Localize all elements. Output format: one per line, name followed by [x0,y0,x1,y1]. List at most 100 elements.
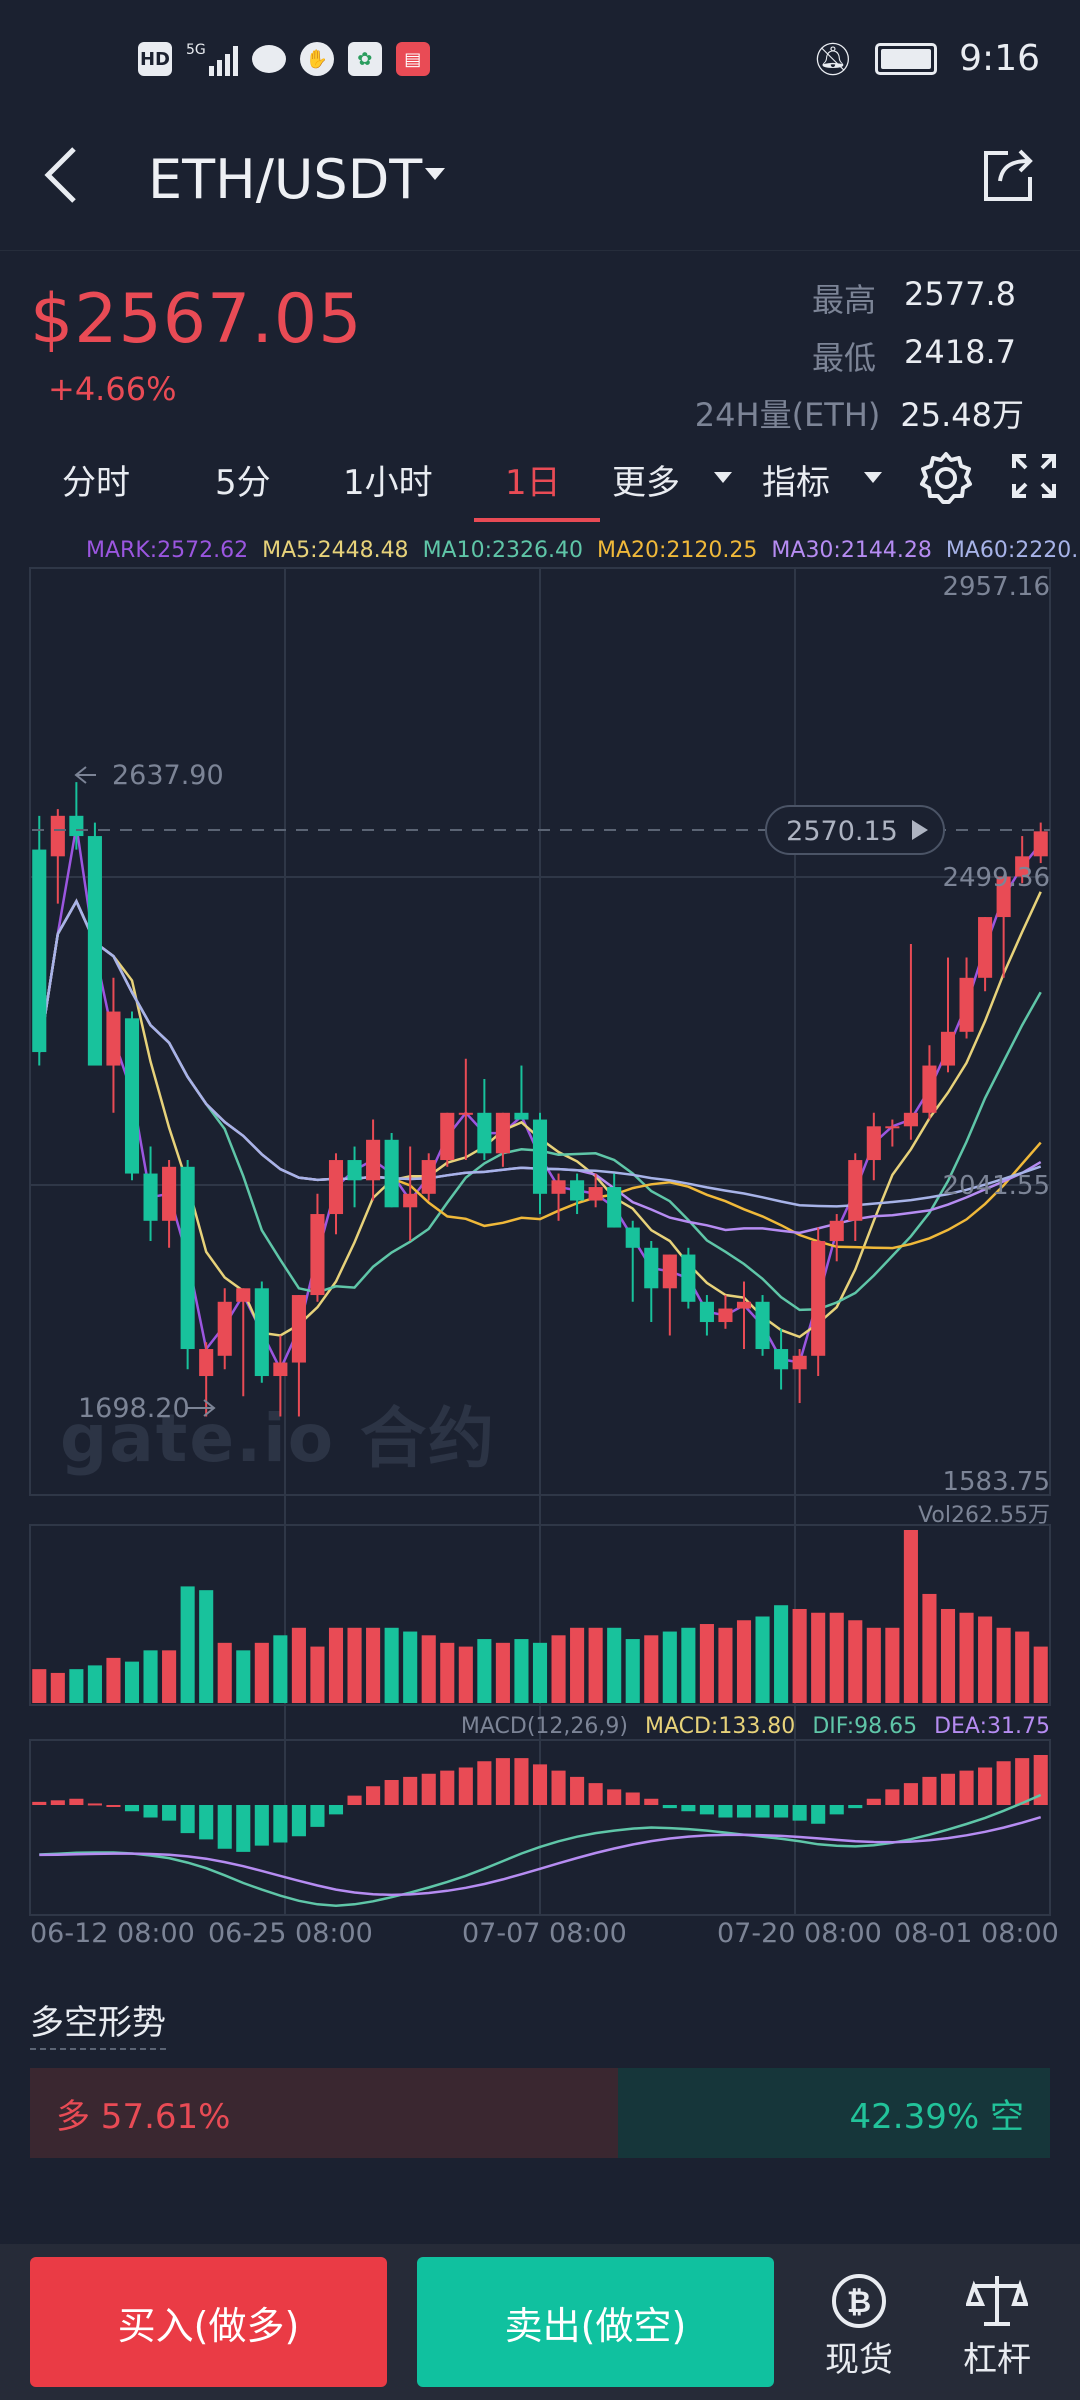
sell-short-button[interactable]: 卖出(做空) [417,2257,774,2387]
volume-bar [625,1639,640,1703]
back-icon[interactable] [40,140,100,220]
candle-body [514,1112,529,1120]
volume-bars [32,1530,1048,1703]
macd-bar [532,1764,548,1805]
candle-body [384,1139,399,1208]
tab-more[interactable]: 更多 [612,463,680,503]
tab-1hour[interactable]: 1小时 [343,463,433,503]
macd-legend: MACD(12,26,9) MACD:133.80 DIF:98.65 DEA:… [461,1714,1050,1739]
tab-5min[interactable]: 5分 [215,463,271,503]
macd-bar [273,1805,288,1843]
trend-title[interactable]: 多空形势 [30,1995,166,2050]
candle-body [310,1214,325,1296]
candle-body [699,1301,714,1323]
volume-bar [829,1612,844,1703]
volume-bar [755,1616,770,1703]
low-value: 2418.7 [904,333,1016,371]
price-axis-top: 2957.16 [942,572,1050,602]
volume-row: 24H量(ETH) 25.48万 [695,390,1024,436]
margin-button[interactable]: 杠杆 [942,2270,1052,2381]
macd-bar [811,1805,826,1824]
ma-mark-label: MARK:2572.62 [86,538,249,563]
last-price: $2567.05 [30,280,363,359]
signal-icon: 5G [186,42,238,76]
x-label-3: 07-20 08:00 [717,1918,882,1949]
macd-bar [217,1805,232,1849]
candle-body [607,1187,622,1228]
tab-indicator[interactable]: 指标 [762,463,830,503]
spot-button[interactable]: ₿ 现货 [804,2270,914,2381]
volume-bar [328,1627,344,1703]
volume-bar [440,1642,455,1703]
macd-bar [495,1758,510,1805]
macd-bar [254,1805,269,1846]
volume-panel-frame [29,1524,1051,1706]
candle-body [162,1166,177,1221]
macd-bar [996,1761,1011,1805]
buy-long-button[interactable]: 买入(做多) [30,2257,387,2387]
candle-body [477,1112,492,1154]
volume-bar [421,1635,436,1703]
hd-icon: HD [138,42,172,76]
kline-chart[interactable]: 2957.16 2499.36 2041.55 1583.75 2570.15 … [0,560,1080,1940]
tab-timeshare[interactable]: 分时 [62,463,130,503]
candle-body [625,1227,640,1248]
volume-legend: Vol262.55万 [918,1503,1050,1528]
pair-dropdown-icon[interactable] [425,168,445,180]
macd-bar [922,1776,937,1805]
volume-bar [588,1627,603,1703]
macd-bar [625,1792,640,1805]
volume-bar [87,1665,102,1703]
macd-bar [551,1770,566,1805]
x-label-0: 06-12 08:00 [30,1918,195,1949]
fullscreen-icon[interactable] [1010,452,1058,504]
macd-bar [328,1805,344,1815]
candle-body [143,1173,158,1221]
dea-value: DEA:31.75 [934,1714,1050,1739]
macd-bar [50,1800,65,1805]
candle-body [866,1126,881,1161]
candle-body [774,1349,789,1370]
macd-bar [959,1770,974,1805]
tab-1day[interactable]: 1日 [505,463,561,503]
volume-bar [347,1627,362,1703]
last-price-pill [765,805,945,855]
high-row: 最高 2577.8 [812,275,1024,321]
volume-bar [310,1646,325,1703]
volume-bar [699,1624,714,1703]
min-marker: 1698.20 [78,1393,190,1424]
share-icon[interactable] [978,145,1038,205]
macd-bar [291,1805,306,1837]
macd-bar [236,1805,251,1852]
macd-bar [69,1798,84,1805]
macd-bar [978,1767,993,1805]
volume-bar [143,1650,158,1703]
volume-bar [551,1635,566,1703]
macd-bar [421,1773,436,1805]
ma20-label: MA20:2120.25 [596,538,758,563]
pair-title[interactable]: ETH/USDT [148,148,423,211]
volume-bar [903,1530,918,1703]
macd-bar [403,1776,418,1805]
short-label: 42.39% 空 [849,2096,1024,2137]
volume-bar [273,1635,288,1703]
candle-body [959,977,974,1032]
macd-bar [143,1805,158,1818]
ma30-label: MA30:2144.28 [771,538,932,563]
settings-icon[interactable] [918,450,974,510]
chat-icon [251,45,286,73]
vol-label: 24H量(ETH) [694,396,881,434]
candle-body [1033,831,1048,857]
volume-bar [736,1620,752,1703]
x-label-4: 08-01 08:00 [894,1918,1059,1949]
candle-body [885,1126,900,1129]
macd-bar [87,1803,102,1806]
low-label: 最低 [811,339,876,377]
candle-body [50,815,65,857]
volume-bar [940,1608,956,1703]
macd-bar [32,1801,47,1805]
candle-body [940,1031,956,1066]
volume-bar [254,1642,269,1703]
macd-bar [124,1805,140,1812]
macd-bar [1033,1755,1048,1805]
